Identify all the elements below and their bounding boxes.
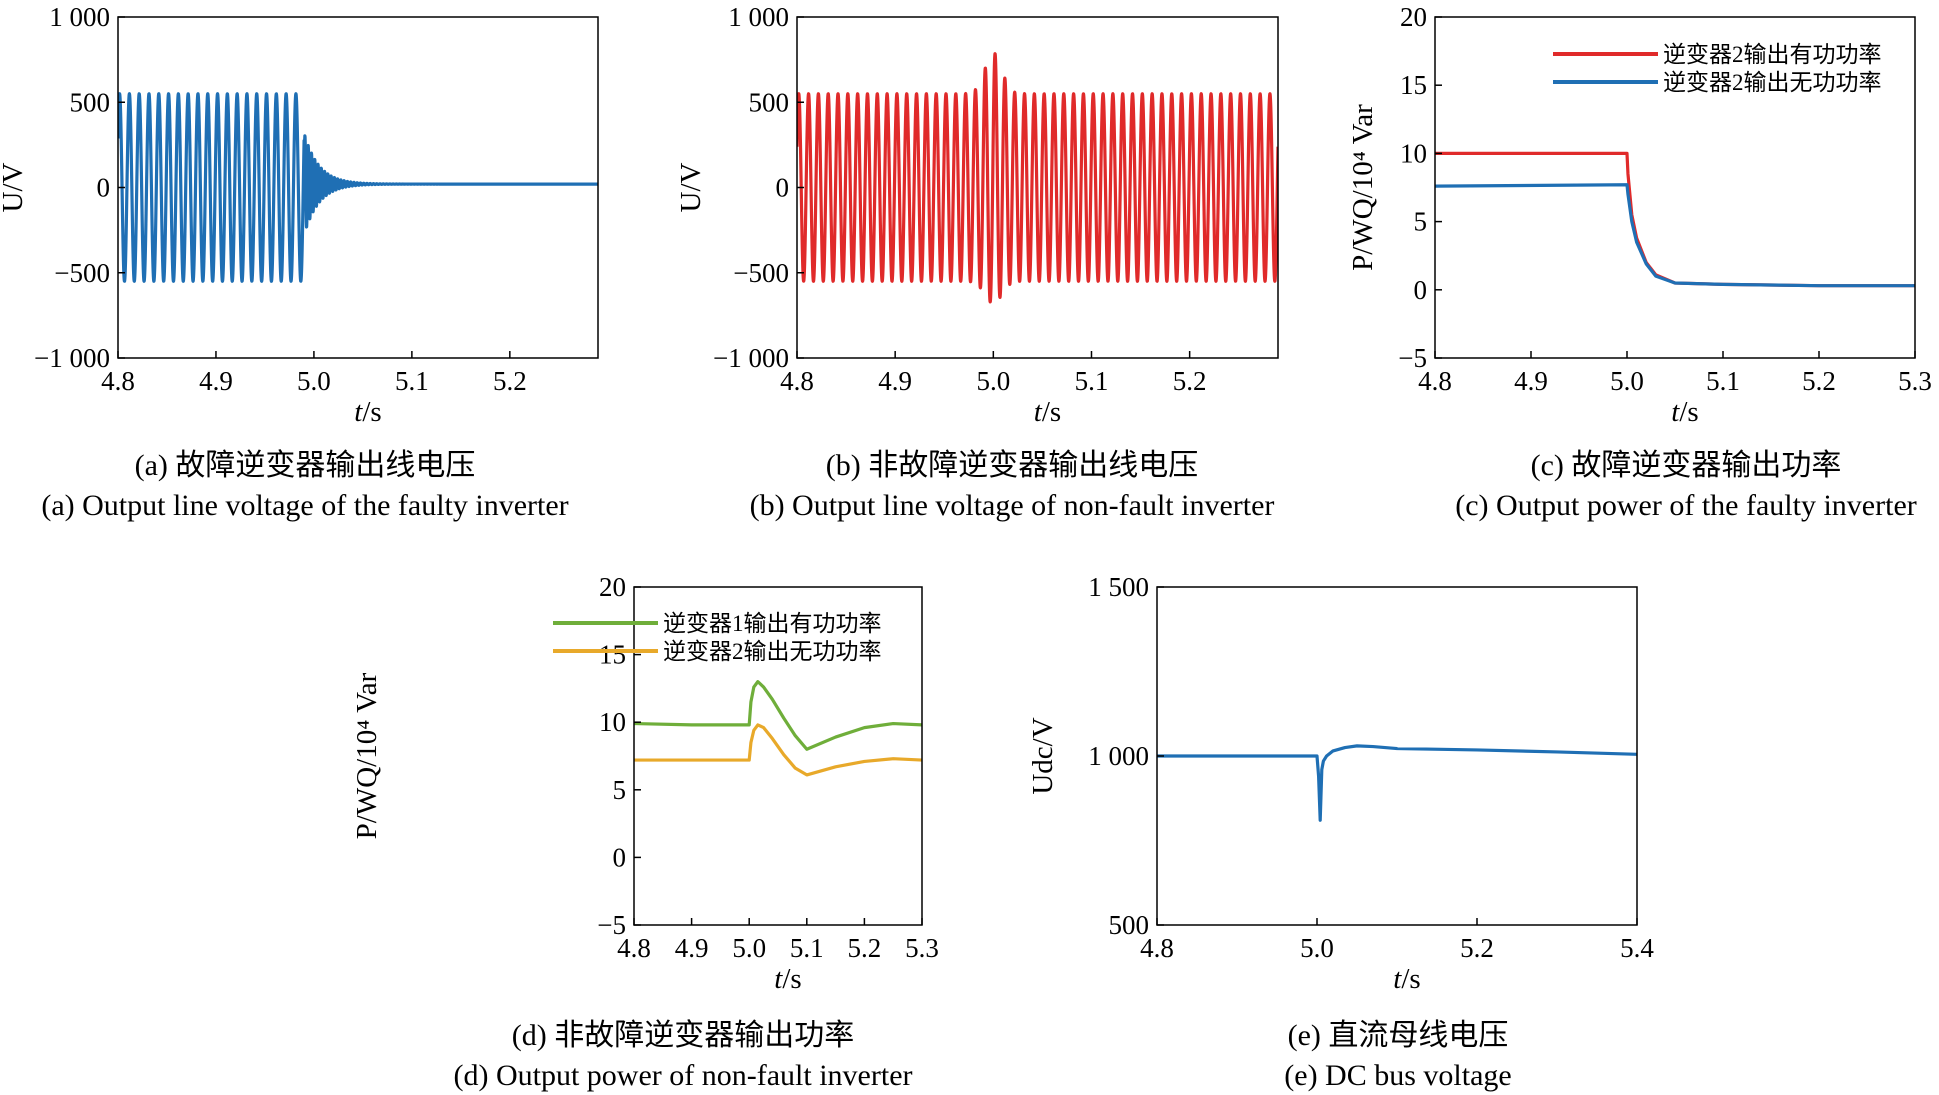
caption-cn-d: (d) 非故障逆变器输出功率: [512, 1019, 854, 1052]
caption-en-b: (b) Output line voltage of non-fault inv…: [750, 489, 1275, 522]
xtick-label-e-3: 5.4: [1620, 933, 1654, 963]
xtick-label-c-1: 4.9: [1514, 366, 1548, 396]
ytick-label-c-0: 20: [1400, 2, 1427, 32]
xtick-label-b-1: 4.9: [878, 366, 912, 396]
xtick-label-e-0: 4.8: [1140, 933, 1174, 963]
chart-e: 4.8 5.0 5.2 5.4 1 500 1 000 500 t/s Udc/V: [1027, 572, 1654, 995]
ytick-label-c-3: 5: [1414, 207, 1428, 237]
ytick-label-c-1: 15: [1400, 70, 1427, 100]
xtick-label-d-2: 5.0: [732, 933, 766, 963]
series-c-0: [1435, 151, 1915, 288]
ylabel-c: P/WQ/10⁴ Var: [1347, 104, 1379, 271]
ytick-label-b-1: 500: [749, 87, 790, 117]
xtick-label-d-3: 5.1: [790, 933, 824, 963]
xtick-label-c-5: 5.3: [1898, 366, 1932, 396]
ytick-label-b-4: −1 000: [713, 343, 789, 373]
xtick-label-c-0: 4.8: [1418, 366, 1452, 396]
xlabel-c: t/s: [1671, 396, 1698, 428]
xtick-label-a-4: 5.2: [493, 366, 527, 396]
xlabel-d: t/s: [774, 963, 801, 995]
ytick-label-e-0: 1 500: [1088, 572, 1149, 602]
xlabel-e: t/s: [1393, 963, 1420, 995]
xtick-label-a-3: 5.1: [395, 366, 429, 396]
xtick-label-d-1: 4.9: [675, 933, 709, 963]
chart-b: 4.8 4.9 5.0 5.1 5.2 1 000 500 0 −500 −1 000 t/s U/V: [675, 2, 1279, 428]
xlabel-b: t/s: [1034, 396, 1061, 428]
ytick-label-a-2: 0: [97, 173, 111, 203]
ytick-label-b-0: 1 000: [728, 2, 789, 32]
xlabel-a: t/s: [354, 396, 381, 428]
xtick-label-d-0: 4.8: [617, 933, 651, 963]
legend-label-d-1: 逆变器2输出无功功率: [663, 639, 882, 664]
xtick-label-a-2: 5.0: [297, 366, 331, 396]
ytick-label-d-2: 10: [599, 707, 626, 737]
caption-en-d: (d) Output power of non-fault inverter: [453, 1059, 912, 1092]
legend-label-c-0: 逆变器2输出有功功率: [1663, 42, 1882, 67]
ytick-label-a-0: 1 000: [49, 2, 110, 32]
series-e-0: [1157, 744, 1637, 822]
ytick-label-a-1: 500: [70, 87, 111, 117]
xtick-label-c-2: 5.0: [1610, 366, 1644, 396]
chart-c: 4.8 4.9 5.0 5.1 5.2 5.3 20 15 10 5 0 −5 t/s P/WQ/10⁴ …: [1347, 2, 1932, 428]
caption-en-e: (e) DC bus voltage: [1284, 1059, 1511, 1092]
caption-cn-b: (b) 非故障逆变器输出线电压: [826, 449, 1198, 482]
xtick-label-b-0: 4.8: [780, 366, 814, 396]
xtick-label-a-0: 4.8: [101, 366, 135, 396]
caption-cn-a: (a) 故障逆变器输出线电压: [135, 449, 476, 482]
plot-frame-d: [633, 586, 923, 926]
series-c-1: [1435, 183, 1915, 288]
ytick-label-b-3: −500: [733, 258, 789, 288]
series-a-0: [118, 92, 598, 283]
ytick-label-d-3: 5: [613, 775, 627, 805]
series-b-0: [797, 52, 1278, 304]
xtick-label-c-3: 5.1: [1706, 366, 1740, 396]
caption-en-c: (c) Output power of the faulty inverter: [1455, 489, 1917, 522]
caption-cn-e: (e) 直流母线电压: [1288, 1019, 1509, 1052]
ytick-label-d-4: 0: [613, 842, 627, 872]
chart-d: 4.8 4.9 5.0 5.1 5.2 5.3 20 15 10 5 0 −5 t/s P/WQ/10⁴ …: [351, 572, 939, 995]
xtick-label-b-2: 5.0: [976, 366, 1010, 396]
ytick-label-e-1: 1 000: [1088, 741, 1149, 771]
caption-en-a: (a) Output line voltage of the faulty in…: [41, 489, 568, 522]
ytick-label-e-2: 500: [1109, 910, 1150, 940]
xtick-label-d-4: 5.2: [848, 933, 882, 963]
xtick-label-a-1: 4.9: [199, 366, 233, 396]
ylabel-a: U/V: [0, 162, 29, 212]
ytick-label-c-5: −5: [1398, 343, 1427, 373]
series-d-0: [634, 680, 922, 751]
ytick-label-b-2: 0: [776, 173, 790, 203]
ytick-label-d-5: −5: [597, 910, 626, 940]
xtick-label-c-4: 5.2: [1802, 366, 1836, 396]
xtick-label-d-5: 5.3: [905, 933, 939, 963]
xtick-label-e-1: 5.0: [1300, 933, 1334, 963]
chart-a: 4.8 4.9 5.0 5.1 5.2 1 000 500 0 −500 −1 000 t/s U/V: [0, 2, 599, 428]
xtick-label-e-2: 5.2: [1460, 933, 1494, 963]
ylabel-d: P/WQ/10⁴ Var: [351, 672, 383, 839]
legend-label-c-1: 逆变器2输出无功功率: [1663, 70, 1882, 95]
series-d-1: [634, 723, 922, 777]
ytick-label-d-0: 20: [599, 572, 626, 602]
ytick-label-a-4: −1 000: [34, 343, 110, 373]
ytick-label-d-1: 15: [599, 640, 626, 670]
plot-frame-c: [1434, 16, 1916, 359]
ytick-label-c-4: 0: [1414, 275, 1428, 305]
caption-cn-c: (c) 故障逆变器输出功率: [1531, 449, 1842, 482]
xtick-label-b-4: 5.2: [1173, 366, 1207, 396]
xtick-label-b-3: 5.1: [1075, 366, 1109, 396]
legend-label-d-0: 逆变器1输出有功功率: [663, 611, 882, 636]
ytick-label-c-2: 10: [1400, 138, 1427, 168]
ytick-label-a-3: −500: [54, 258, 110, 288]
ylabel-b: U/V: [675, 162, 707, 212]
ylabel-e: Udc/V: [1027, 717, 1059, 794]
